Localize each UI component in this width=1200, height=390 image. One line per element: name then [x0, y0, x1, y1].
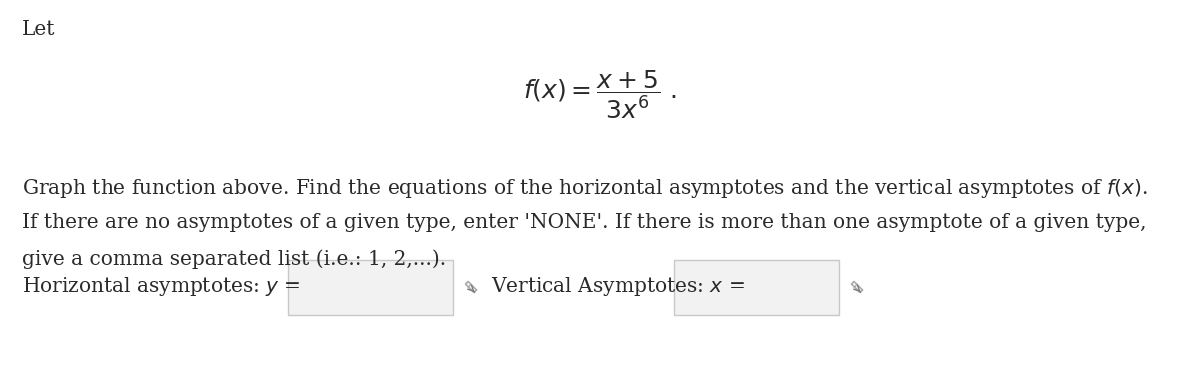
FancyBboxPatch shape [288, 260, 454, 315]
FancyBboxPatch shape [674, 260, 839, 315]
Text: Let: Let [22, 20, 55, 39]
Text: If there are no asymptotes of a given type, enter 'NONE'. If there is more than : If there are no asymptotes of a given ty… [22, 213, 1146, 232]
Text: Vertical Asymptotes: $x$ =: Vertical Asymptotes: $x$ = [491, 275, 745, 298]
Text: give a comma separated list (i.e.: 1, 2,...).: give a comma separated list (i.e.: 1, 2,… [22, 249, 446, 269]
Text: Graph the function above. Find the equations of the horizontal asymptotes and th: Graph the function above. Find the equat… [22, 177, 1147, 200]
Text: Horizontal asymptotes: $y$ =: Horizontal asymptotes: $y$ = [22, 275, 301, 298]
Text: $\mathit{f}(x) = \dfrac{x + 5}{3x^6}\ .$: $\mathit{f}(x) = \dfrac{x + 5}{3x^6}\ .$ [523, 69, 677, 121]
